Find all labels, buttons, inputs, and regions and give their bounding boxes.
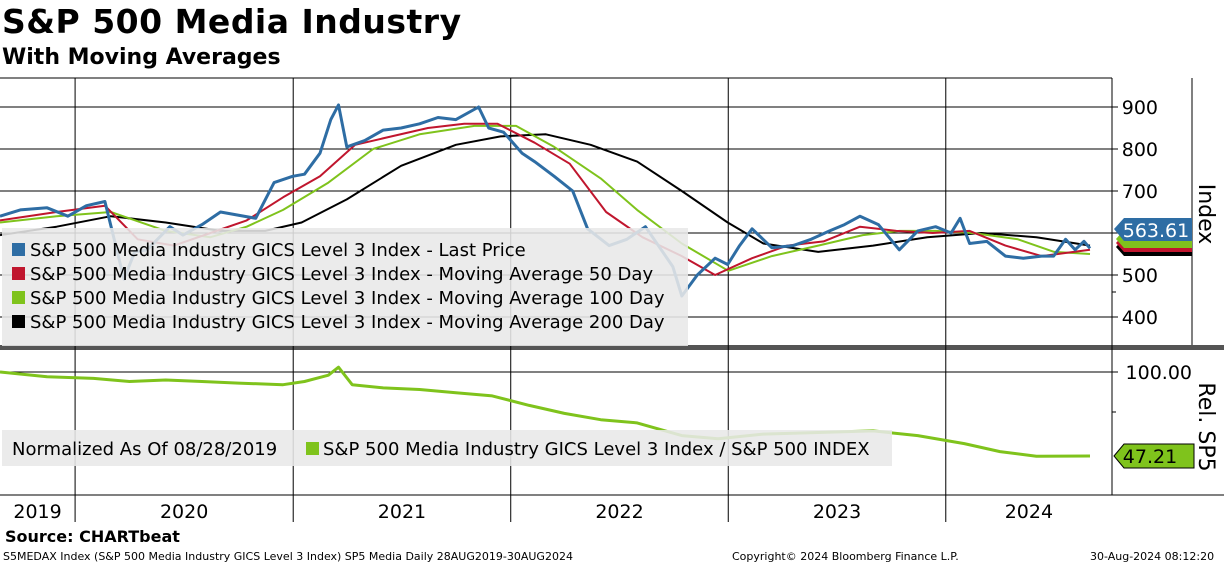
x-tick-label: 2020 (160, 501, 208, 523)
chart-title: S&P 500 Media Industry (2, 2, 462, 41)
legend-swatch (12, 291, 25, 304)
copyright: Copyright© 2024 Bloomberg Finance L.P. (732, 550, 959, 563)
chart-subtitle: With Moving Averages (2, 45, 281, 70)
last-value-tag-price (1114, 218, 1192, 241)
legend-entry: S&P 500 Media Industry GICS Level 3 Inde… (30, 288, 665, 309)
axes-layer: 900800700600500400100.002019202020212022… (13, 78, 1218, 523)
last-value-price-label: 563.61 (1123, 220, 1189, 242)
lower-y-tick-label: 100.00 (1126, 362, 1192, 384)
normalized-note: Normalized As Of 08/28/2019 (12, 439, 277, 460)
upper-y-tick-label: 700 (1122, 181, 1158, 203)
upper-legend-box (2, 228, 688, 346)
legend-swatch (12, 315, 25, 328)
source-label: Source: CHARTbeat (5, 527, 180, 546)
ticker-info: S5MEDAX Index (S&P 500 Media Industry GI… (3, 550, 573, 563)
legend-swatch (12, 267, 25, 280)
x-tick-label: 2023 (813, 501, 861, 523)
legend-swatch (12, 243, 25, 256)
lower-legend-box (2, 430, 892, 466)
x-tick-label: 2021 (378, 501, 426, 523)
upper-legend: S&P 500 Media Industry GICS Level 3 Inde… (12, 240, 665, 333)
upper-y-tick-label: 800 (1122, 139, 1158, 161)
x-tick-label: 2024 (1005, 501, 1053, 523)
legend-entry: S&P 500 Media Industry GICS Level 3 Inde… (323, 439, 870, 460)
last-value-relative-label: 47.21 (1123, 446, 1177, 468)
last-price-line (0, 103, 1092, 298)
legend-entry: S&P 500 Media Industry GICS Level 3 Inde… (30, 312, 665, 333)
legend-entry: S&P 500 Media Industry GICS Level 3 Inde… (30, 240, 526, 261)
x-tick-label: 2019 (13, 501, 61, 523)
upper-y-tick-label: 500 (1122, 265, 1158, 287)
legend-swatch (306, 442, 319, 455)
upper-y-tick-label: 400 (1122, 307, 1158, 329)
legend-entry: S&P 500 Media Industry GICS Level 3 Inde… (30, 264, 653, 285)
lower-legend: Normalized As Of 08/28/2019 S&P 500 Media… (12, 439, 870, 460)
panel-divider (0, 345, 1224, 350)
lower-y-axis-title: Rel. SP5 (1193, 382, 1218, 471)
timestamp: 30-Aug-2024 08:12:20 (1090, 550, 1215, 563)
x-tick-label: 2022 (595, 501, 643, 523)
upper-y-axis-title: Index (1193, 184, 1218, 245)
upper-y-tick-label: 900 (1122, 97, 1158, 119)
last-value-tag-relative (1113, 443, 1195, 469)
